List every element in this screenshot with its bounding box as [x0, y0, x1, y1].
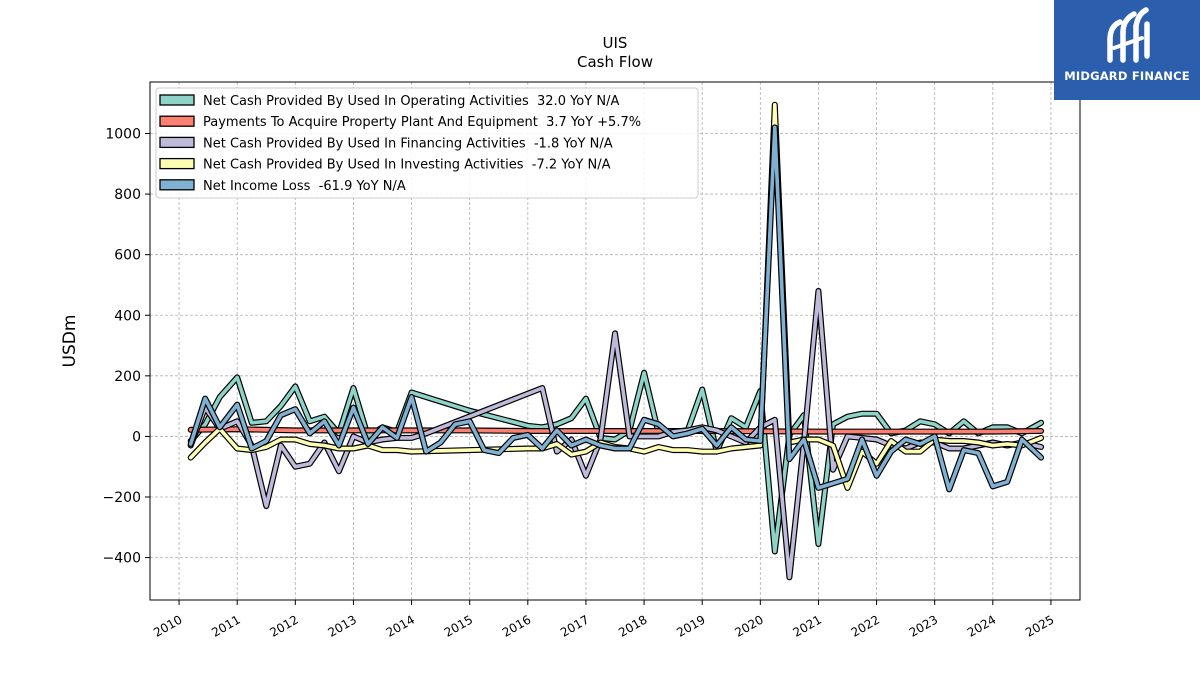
legend-swatch	[159, 157, 195, 170]
series-2	[187, 426, 1045, 435]
x-tick-label: 2017	[558, 612, 591, 639]
x-tick-label: 2013	[325, 612, 358, 639]
x-tick-label: 2020	[732, 612, 765, 639]
x-tick-label: 2023	[907, 612, 940, 639]
series-layer	[187, 101, 1045, 581]
y-tick-label: 0	[132, 429, 141, 445]
x-tick-label: 2021	[790, 612, 823, 639]
y-axis-label: USDm	[60, 315, 80, 368]
chart-subtitle: Cash Flow	[577, 53, 653, 71]
legend-swatch	[159, 94, 195, 106]
x-tick-label: 2010	[151, 612, 184, 639]
legend-entry: Net Cash Provided By Used In Operating A…	[159, 94, 619, 109]
x-tick-label: 2025	[1023, 612, 1056, 639]
legend-label: Net Income Loss -61.9 YoY N/A	[203, 179, 406, 194]
plot-frame	[149, 81, 1081, 601]
x-tick-label: 2016	[500, 612, 533, 639]
x-tick-label: 2022	[849, 612, 882, 639]
legend-label: Net Cash Provided By Used In Financing A…	[203, 136, 613, 151]
y-tick-label: 600	[114, 248, 141, 264]
legend-entry: Net Cash Provided By Used In Investing A…	[159, 157, 611, 173]
x-tick-label: 2024	[965, 612, 998, 639]
series-outline	[187, 369, 1045, 555]
x-tick-label: 2012	[267, 612, 300, 639]
series-line	[188, 125, 1043, 492]
x-tick-label: 2011	[209, 612, 242, 639]
legend-entry: Net Income Loss -61.9 YoY N/A	[159, 179, 406, 194]
chart-title: UIS	[603, 34, 628, 52]
y-tick-label: −400	[103, 551, 141, 567]
series-5	[187, 124, 1045, 493]
y-tick-label: 200	[114, 369, 141, 385]
series-4	[187, 101, 1045, 491]
y-axis: −400 −200 0 200 400 600 800 1000	[103, 126, 150, 567]
grid	[150, 82, 1080, 600]
series-line	[188, 102, 1043, 490]
series-line	[188, 427, 1043, 434]
y-tick-label: 1000	[105, 126, 141, 142]
legend-label: Net Cash Provided By Used In Investing A…	[203, 158, 611, 173]
series-line	[188, 370, 1043, 554]
x-axis: 2010 2011 2012 2013 2014 2015 2016 2017 2018 2019…	[151, 600, 1056, 640]
legend-swatch	[159, 115, 195, 127]
x-tick-label: 2014	[384, 612, 417, 639]
x-tick-label: 2019	[674, 612, 707, 639]
legend-label: Payments To Acquire Property Plant And E…	[203, 115, 641, 130]
legend-frame	[155, 87, 699, 199]
x-tick-label: 2015	[442, 612, 475, 639]
legend-swatch	[159, 136, 195, 149]
y-tick-label: −200	[103, 490, 141, 506]
legend-label: Net Cash Provided By Used In Operating A…	[203, 94, 619, 109]
legend-entry: Net Cash Provided By Used In Financing A…	[159, 136, 613, 151]
logo-mark-icon	[1107, 7, 1150, 63]
legend: Net Cash Provided By Used In Operating A…	[155, 87, 699, 199]
legend-entry: Payments To Acquire Property Plant And E…	[159, 115, 641, 130]
midgard-finance-logo: MIDGARD FINANCE	[1054, 0, 1200, 100]
y-tick-label: 400	[114, 308, 141, 324]
logo-text: MIDGARD FINANCE	[1064, 69, 1190, 83]
y-tick-label: 800	[114, 187, 141, 203]
x-tick-label: 2018	[616, 612, 649, 639]
series-1	[187, 369, 1045, 555]
legend-swatch	[159, 179, 195, 191]
